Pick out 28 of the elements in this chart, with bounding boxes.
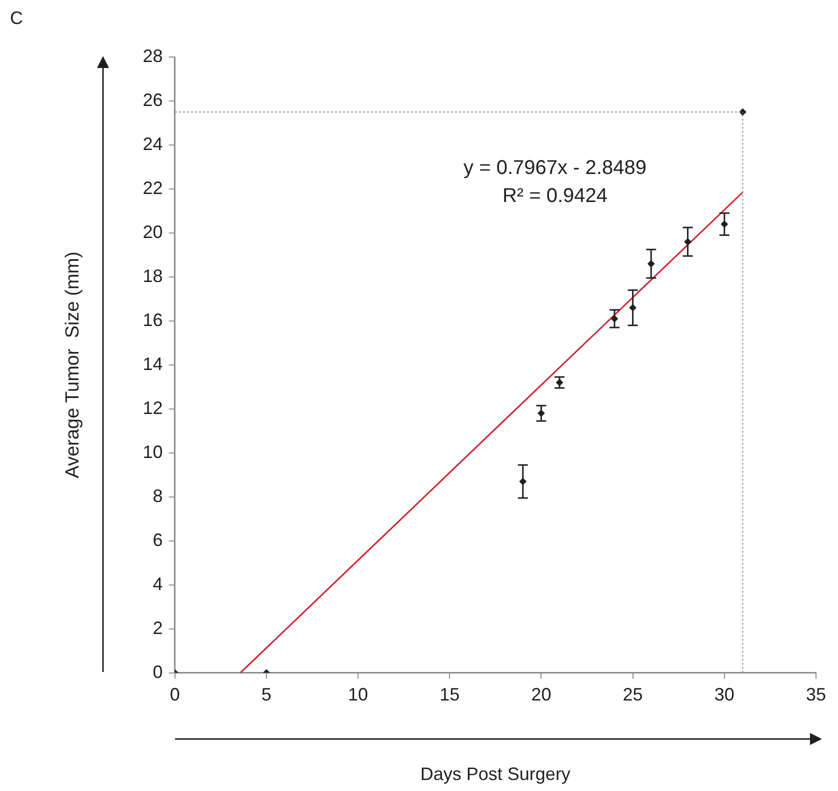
y-axis-title: Average Tumor Size (mm) bbox=[62, 252, 84, 478]
y-tick-label: 24 bbox=[142, 134, 163, 154]
y-tick-label: 20 bbox=[142, 222, 163, 242]
x-axis-title: Days Post Surgery bbox=[420, 764, 570, 784]
y-tick-label: 14 bbox=[142, 354, 163, 374]
x-tick-label: 5 bbox=[261, 684, 272, 705]
y-tick-label: 12 bbox=[142, 398, 163, 418]
y-tick-label: 16 bbox=[142, 310, 163, 330]
x-tick-label: 15 bbox=[440, 684, 460, 705]
x-tick-label: 25 bbox=[622, 684, 643, 705]
annotation: R² = 0.9424 bbox=[501, 184, 609, 209]
y-tick-label: 22 bbox=[142, 178, 163, 198]
y-tick-label: 8 bbox=[152, 486, 163, 506]
x-tick-label: 30 bbox=[714, 684, 734, 705]
y-tick-label: 28 bbox=[142, 46, 163, 66]
x-tick-label: 20 bbox=[531, 684, 552, 705]
y-tick-label: 0 bbox=[152, 662, 163, 682]
x-tick-label: 0 bbox=[170, 684, 180, 705]
y-tick-label: 6 bbox=[152, 530, 163, 550]
x-tick-label: 35 bbox=[806, 684, 826, 705]
y-tick-label: 18 bbox=[142, 266, 163, 286]
text: C bbox=[10, 8, 23, 29]
y-tick-label: 4 bbox=[152, 574, 163, 594]
y-tick-label: 2 bbox=[152, 618, 163, 638]
y-tick-label: 10 bbox=[142, 442, 163, 462]
y-tick-label: 26 bbox=[142, 90, 163, 110]
x-tick-label: 10 bbox=[348, 684, 368, 705]
annotation: y = 0.7967x - 2.8489 bbox=[462, 156, 648, 181]
